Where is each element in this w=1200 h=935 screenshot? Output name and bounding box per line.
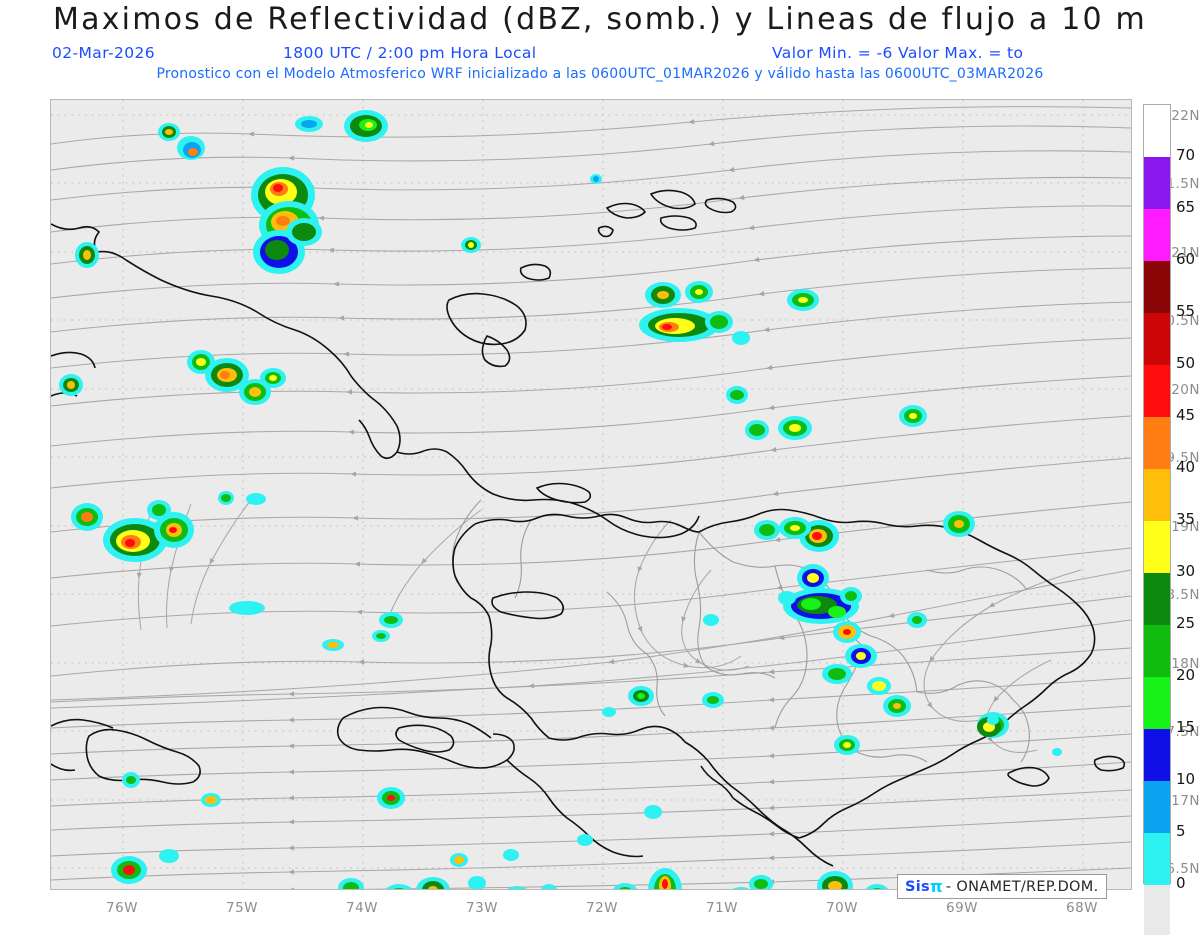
ytick-4: 20N — [1171, 382, 1200, 398]
echo-cell — [218, 491, 234, 505]
echo-cluster — [71, 500, 194, 562]
echo-cell — [322, 639, 344, 651]
echo-cell — [1052, 748, 1062, 756]
cb-level-20-25 — [1144, 625, 1170, 677]
xtick-6: 70W — [825, 900, 859, 916]
xtick-7: 69W — [945, 900, 979, 916]
ytick-8: 18N — [1171, 656, 1200, 672]
cb-tick-55: 55 — [1176, 302, 1196, 320]
cb-level-45-50 — [1144, 365, 1170, 417]
cb-level-10-15 — [1144, 729, 1170, 781]
echo-chain — [111, 772, 889, 889]
cb-above-max — [1144, 105, 1170, 157]
echo-cell — [75, 242, 99, 268]
echo-cell — [59, 374, 83, 396]
organization-label: - ONAMET/REP.DOM. — [945, 878, 1099, 895]
xtick-8: 68W — [1065, 900, 1099, 916]
echo-cell — [295, 116, 323, 132]
xtick-1: 75W — [225, 900, 259, 916]
echo-cluster — [251, 167, 322, 274]
echo-cell — [628, 686, 654, 706]
figure-header: Maximos de Reflectividad (dBZ, somb.) y … — [0, 0, 1200, 88]
map-plot-area — [50, 99, 1132, 890]
cb-tick-60: 60 — [1176, 250, 1196, 268]
coastlines — [51, 189, 1126, 867]
forecast-date: 02-Mar-2026 — [52, 44, 156, 62]
echo-cell — [943, 511, 975, 537]
cb-level-5-10 — [1144, 781, 1170, 833]
cb-tick-25: 25 — [1176, 614, 1196, 632]
cb-tick-15: 15 — [1176, 718, 1196, 736]
echo-cell — [834, 735, 860, 755]
cb-tick-10: 10 — [1176, 770, 1196, 788]
echo-cell — [703, 614, 719, 626]
xtick-2: 74W — [345, 900, 379, 916]
xtick-4: 72W — [585, 900, 619, 916]
cb-tick-5: 5 — [1176, 822, 1186, 840]
echo-cell — [590, 174, 602, 184]
echo-cluster — [745, 416, 839, 552]
echo-cell — [229, 601, 265, 615]
value-range: Valor Min. = -6 Valor Max. = to — [772, 44, 1024, 62]
cb-level-35-40 — [1144, 469, 1170, 521]
ytick-10: 17N — [1171, 793, 1200, 809]
xtick-0: 76W — [105, 900, 139, 916]
brand-label: Sis — [905, 878, 930, 895]
cb-tick-65: 65 — [1176, 198, 1196, 216]
cb-tick-45: 45 — [1176, 406, 1196, 424]
echo-cell — [702, 692, 724, 708]
cb-tick-20: 20 — [1176, 666, 1196, 684]
echo-cell — [987, 715, 999, 725]
echo-cell — [379, 612, 403, 628]
page-title: Maximos de Reflectividad (dBZ, somb.) y … — [53, 2, 1147, 37]
reflectivity-echoes — [59, 110, 1062, 889]
attribution-badge: Sis π - ONAMET/REP.DOM. — [897, 874, 1107, 899]
ytick-0: 22N — [1171, 108, 1200, 124]
echo-cell — [899, 405, 927, 427]
echo-cluster — [778, 564, 927, 717]
province-borders — [451, 499, 1030, 763]
cb-level-50-55 — [1144, 313, 1170, 365]
echo-cluster — [639, 281, 750, 345]
cb-tick-70: 70 — [1176, 146, 1196, 164]
cb-below-min — [1144, 885, 1170, 935]
echo-cell — [461, 237, 481, 253]
cb-level-15-20 — [1144, 677, 1170, 729]
cb-level-25-30 — [1144, 573, 1170, 625]
echo-cluster — [187, 350, 286, 405]
echo-cell — [602, 707, 616, 717]
colorbar — [1143, 104, 1171, 935]
echo-cell — [158, 123, 180, 141]
cb-level-65-70 — [1144, 157, 1170, 209]
cb-tick-0: 0 — [1176, 874, 1186, 892]
forecast-time: 1800 UTC / 2:00 pm Hora Local — [283, 44, 537, 62]
cb-level-55-60 — [1144, 261, 1170, 313]
map-canvas — [51, 100, 1131, 889]
cb-level-40-45 — [1144, 417, 1170, 469]
pi-symbol-icon: π — [929, 877, 943, 896]
cb-tick-40: 40 — [1176, 458, 1196, 476]
header-info-row: 02-Mar-2026 1800 UTC / 2:00 pm Hora Loca… — [0, 44, 1200, 62]
cb-tick-30: 30 — [1176, 562, 1196, 580]
echo-cell — [344, 110, 388, 142]
echo-cell — [372, 630, 390, 642]
echo-cell — [246, 493, 266, 505]
model-note: Pronostico con el Modelo Atmosferico WRF… — [156, 66, 1044, 82]
cb-level-0-5 — [1144, 833, 1170, 885]
xtick-3: 73W — [465, 900, 499, 916]
xtick-5: 71W — [705, 900, 739, 916]
ytick-2: 21N — [1171, 245, 1200, 261]
ytick-6: 19N — [1171, 519, 1200, 535]
cb-tick-50: 50 — [1176, 354, 1196, 372]
cb-level-60-65 — [1144, 209, 1170, 261]
cb-tick-35: 35 — [1176, 510, 1196, 528]
streamlines — [51, 106, 1131, 889]
echo-cell — [726, 386, 748, 404]
cb-level-30-35 — [1144, 521, 1170, 573]
echo-cell — [177, 136, 205, 160]
echo-cell — [787, 289, 819, 311]
